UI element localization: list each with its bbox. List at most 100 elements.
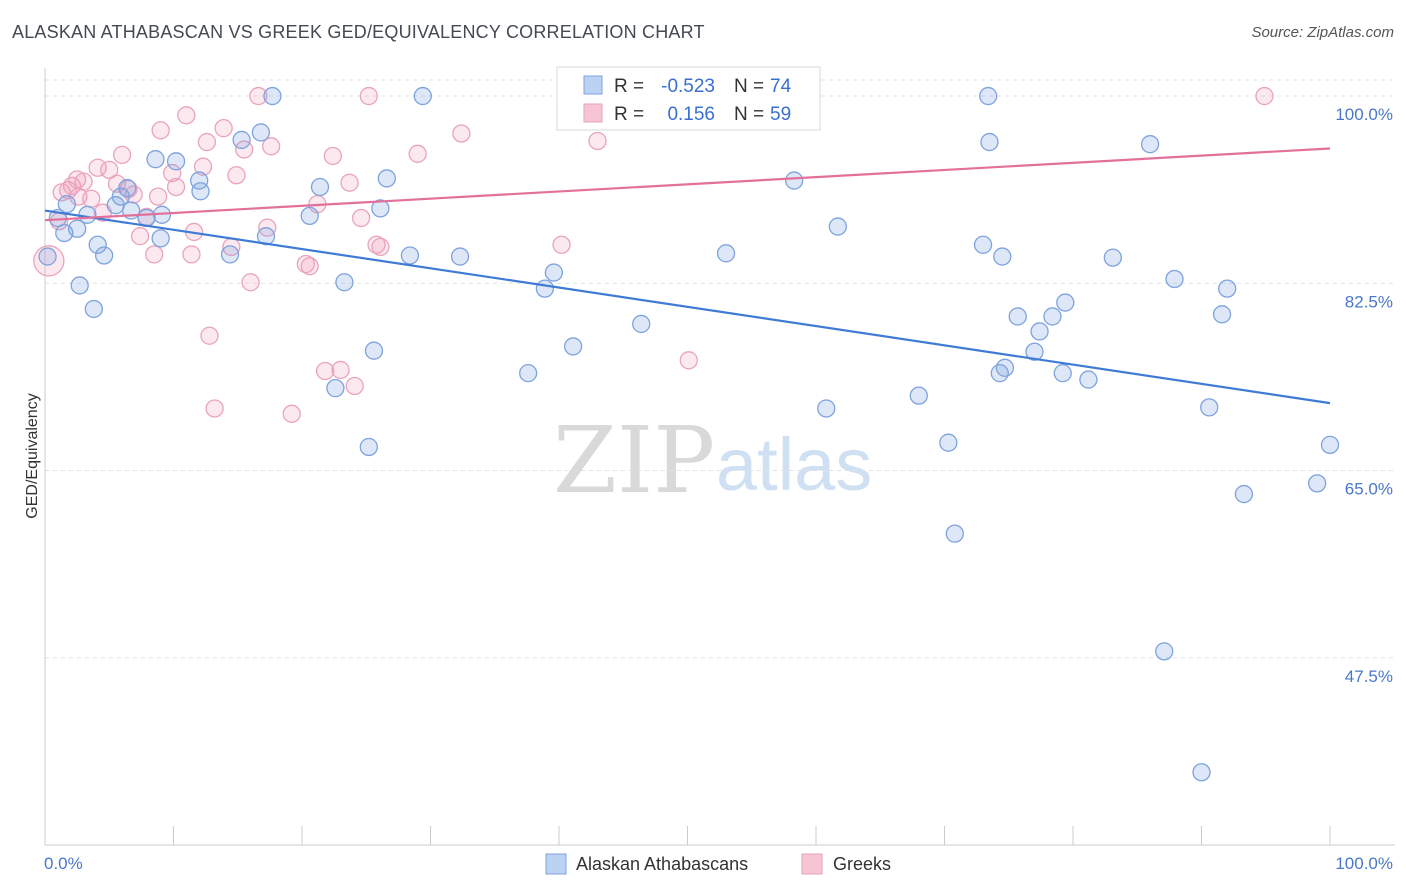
legend-swatch-pink xyxy=(583,103,603,123)
point-alaskan-athabascan xyxy=(973,235,993,254)
bottom-legend: Alaskan Athabascans Greeks xyxy=(545,853,891,875)
point-greek xyxy=(177,106,196,125)
point-alaskan-athabascan xyxy=(70,276,89,295)
point-alaskan-athabascan xyxy=(220,245,240,264)
point-alaskan-athabascan xyxy=(1200,398,1219,417)
point-greek xyxy=(82,189,101,208)
point-alaskan-athabascan xyxy=(251,123,271,142)
point-greek xyxy=(371,237,390,257)
point-alaskan-athabascan xyxy=(88,235,107,254)
point-alaskan-athabascan xyxy=(535,279,555,298)
point-alaskan-athabascan xyxy=(939,433,958,452)
point-alaskan-athabascan xyxy=(1056,293,1075,312)
point-greek xyxy=(163,163,182,183)
point-alaskan-athabascan xyxy=(300,206,319,226)
point-alaskan-athabascan xyxy=(84,299,103,319)
point-greek xyxy=(214,118,233,138)
point-alaskan-athabascan xyxy=(450,247,470,266)
axis-layer: 47.5% 65.0% 82.5% 100.0% 0.0% 100.0% xyxy=(44,68,1395,873)
bottom-legend-label-pink: Greeks xyxy=(833,854,891,874)
point-alaskan-athabascan xyxy=(1030,322,1049,341)
point-alaskan-athabascan xyxy=(118,178,137,198)
point-alaskan-athabascan xyxy=(1103,248,1122,267)
point-greek xyxy=(88,158,107,177)
legend-r-value-1: -0.523 xyxy=(661,76,715,97)
trend-layer xyxy=(44,147,1331,405)
point-alaskan-athabascan xyxy=(326,378,345,398)
point-greek xyxy=(359,86,378,106)
x-tick-label-max: 100.0% xyxy=(1335,854,1393,873)
point-greek xyxy=(112,145,132,165)
legend-n-label-1: N = xyxy=(734,76,764,97)
point-alaskan-athabascan xyxy=(1308,474,1327,493)
legend-r-value-2: 0.156 xyxy=(667,104,715,125)
point-greek xyxy=(452,124,471,143)
point-alaskan-athabascan xyxy=(993,247,1012,266)
point-greek xyxy=(241,273,260,292)
point-alaskan-athabascan xyxy=(38,247,57,266)
point-greek xyxy=(200,326,219,345)
point-alaskan-athabascan xyxy=(817,399,836,418)
point-alaskan-athabascan xyxy=(1320,435,1340,454)
point-greek xyxy=(197,132,217,152)
point-greek xyxy=(340,173,359,192)
point-alaskan-athabascan xyxy=(995,358,1015,377)
point-alaskan-athabascan xyxy=(371,199,390,218)
point-alaskan-athabascan xyxy=(263,86,282,106)
point-greek xyxy=(166,177,186,197)
legend-n-label-2: N = xyxy=(734,104,764,125)
watermark-atlas: atlas xyxy=(716,423,872,506)
point-alaskan-athabascan xyxy=(232,130,251,150)
legend-r-label-1: R = xyxy=(614,76,644,97)
point-greek xyxy=(205,399,224,418)
point-greek xyxy=(119,179,138,199)
point-greek xyxy=(151,121,170,140)
point-alaskan-athabascan xyxy=(1053,364,1072,383)
point-alaskan-athabascan xyxy=(563,337,583,356)
legend-r-label-2: R = xyxy=(614,104,644,125)
point-alaskan-athabascan xyxy=(519,364,538,383)
stats-legend: R = -0.523 N = 74 R = 0.156 N = 59 xyxy=(556,66,821,131)
point-alaskan-athabascan xyxy=(1008,307,1027,326)
point-alaskan-athabascan xyxy=(1025,342,1044,361)
point-alaskan-athabascan xyxy=(1212,305,1232,324)
point-alaskan-athabascan xyxy=(1140,135,1160,154)
point-alaskan-athabascan xyxy=(191,182,210,201)
point-alaskan-athabascan xyxy=(151,229,170,248)
legend-swatch-blue xyxy=(583,75,603,95)
point-alaskan-athabascan xyxy=(166,152,186,171)
point-greek xyxy=(679,351,698,370)
points-greeks xyxy=(33,86,1274,423)
point-greek xyxy=(33,245,65,277)
bottom-legend-swatch-pink xyxy=(801,853,823,875)
point-greek xyxy=(130,227,150,246)
points-alaskan-athabascans xyxy=(38,86,1340,782)
point-alaskan-athabascan xyxy=(1079,370,1098,389)
point-alaskan-athabascan xyxy=(632,314,651,334)
point-greek xyxy=(323,146,342,166)
point-greek xyxy=(145,245,164,264)
point-alaskan-athabascan xyxy=(400,246,420,265)
trend-line-greeks xyxy=(44,147,1331,222)
point-alaskan-athabascan xyxy=(1234,484,1254,504)
point-alaskan-athabascan xyxy=(544,263,564,282)
point-greek xyxy=(315,361,335,381)
point-greek xyxy=(100,160,119,180)
point-greek xyxy=(249,86,268,106)
point-greek xyxy=(408,144,427,163)
point-greek xyxy=(1255,86,1274,106)
point-alaskan-athabascan xyxy=(1043,307,1062,326)
point-alaskan-athabascan xyxy=(67,219,87,238)
point-alaskan-athabascan xyxy=(310,177,330,197)
bottom-legend-label-blue: Alaskan Athabascans xyxy=(576,854,748,874)
point-greek xyxy=(282,404,301,423)
point-alaskan-athabascan xyxy=(359,437,378,457)
y-tick-label: 47.5% xyxy=(1345,667,1393,686)
point-alaskan-athabascan xyxy=(828,217,847,236)
point-alaskan-athabascan xyxy=(979,86,998,106)
point-greek xyxy=(148,187,168,206)
point-alaskan-athabascan xyxy=(146,150,165,169)
point-greek xyxy=(227,166,246,185)
